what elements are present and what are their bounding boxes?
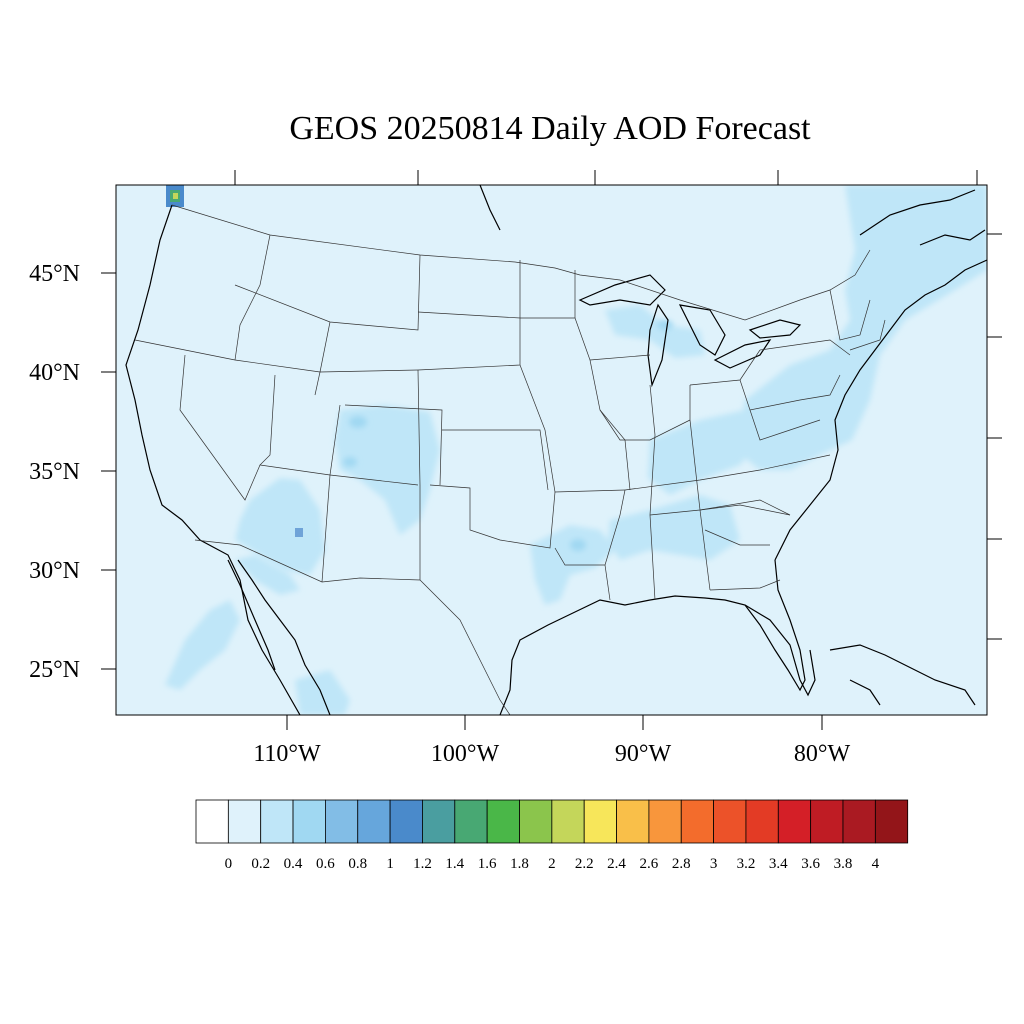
colorbar-swatch: [777, 799, 812, 844]
colorbar-tick-label: 2.6: [640, 856, 659, 872]
spot-lake-michigan: [657, 320, 673, 330]
colorbar-swatch: [616, 799, 650, 844]
colorbar-swatch: [422, 799, 456, 844]
colorbar-tick-label: 1.4: [445, 856, 464, 872]
colorbar-swatch: [583, 799, 617, 844]
colorbar-swatch: [810, 799, 844, 844]
colorbar-tick-label: 3.4: [769, 856, 788, 872]
colorbar-tick-label: 4: [872, 856, 880, 872]
map-ticks: [101, 170, 1002, 730]
plume-northeast: [735, 185, 987, 470]
lat-label: 45°N: [29, 261, 80, 287]
aod-field: [125, 185, 987, 715]
colorbar-swatch: [648, 799, 682, 844]
longitude-labels: 110°W 100°W 90°W 80°W: [253, 741, 850, 767]
colorbar-swatch: [260, 799, 294, 844]
colorbar-tick-label: 1.6: [478, 856, 497, 872]
spot-newmexico: [343, 457, 357, 467]
colorbar-swatch: [680, 799, 714, 844]
colorbar-tick-label: 1.2: [413, 856, 432, 872]
colorbar-tick-label: 1.8: [510, 856, 529, 872]
plume-ohio-valley: [648, 410, 760, 495]
spot-louisiana: [570, 539, 586, 551]
lat-label: 25°N: [29, 657, 80, 683]
colorbar: [195, 799, 909, 844]
lon-label: 90°W: [615, 741, 672, 767]
colorbar-tick-label: 2: [548, 856, 556, 872]
lat-label: 30°N: [29, 558, 80, 584]
colorbar-swatch: [324, 799, 359, 844]
spot-pacific-northwest: [166, 185, 184, 207]
plume-mexico-south: [295, 670, 350, 715]
colorbar-swatch: [842, 799, 876, 844]
colorbar-swatch: [357, 799, 391, 844]
colorbar-tick-label: 3: [710, 856, 718, 872]
colorbar-tick-label: 3.2: [737, 856, 756, 872]
spot-arizona: [295, 528, 303, 537]
colorbar-swatch: [551, 799, 585, 844]
lon-label: 100°W: [431, 741, 500, 767]
plume-southeast: [608, 495, 740, 560]
colorbar-tick-label: 0.6: [316, 856, 335, 872]
lon-label: 80°W: [794, 741, 851, 767]
plume-mexico-west: [165, 600, 240, 690]
colorbar-tick-label: 2.8: [672, 856, 691, 872]
colorbar-tick-label: 0.8: [348, 856, 367, 872]
lat-label: 35°N: [29, 459, 80, 485]
colorbar-labels: 0 0.2 0.4 0.6 0.8 1 1.2 1.4 1.6 1.8 2 2.2 2.4 2.6 2.8 3…: [225, 856, 880, 872]
map-background: [116, 185, 987, 715]
plume-great-lakes: [605, 305, 705, 358]
plume-texas: [235, 555, 300, 595]
latitude-labels: 45°N 40°N 35°N 30°N 25°N: [29, 261, 80, 683]
boundaries: [134, 204, 886, 715]
colorbar-swatch: [292, 799, 326, 844]
colorbar-swatch: [713, 799, 747, 844]
colorbar-tick-label: 1: [386, 856, 394, 872]
colorbar-swatch: [227, 799, 262, 844]
plume-arizona: [235, 478, 325, 575]
colorbar-tick-label: 2.2: [575, 856, 594, 872]
colorbar-swatch: [486, 799, 520, 844]
plume-colorado-newmexico: [335, 405, 440, 535]
colorbar-tick-label: 2.4: [607, 856, 626, 872]
colorbar-tick-label: 0: [225, 856, 233, 872]
lon-label: 110°W: [253, 741, 321, 767]
colorbar-tick-label: 0.2: [251, 856, 270, 872]
colorbar-swatch: [874, 799, 909, 844]
colorbar-swatch: [745, 799, 779, 844]
map-frame: [115, 184, 988, 716]
spot-colorado: [349, 416, 367, 428]
colorbar-swatch: [454, 799, 488, 844]
colorbar-tick-label: 3.8: [834, 856, 853, 872]
colorbar-tick-label: 3.6: [801, 856, 820, 872]
colorbar-swatch: [195, 799, 229, 844]
colorbar-swatch: [519, 799, 553, 844]
colorbar-tick-label: 0.4: [284, 856, 303, 872]
coastlines: [125, 185, 987, 715]
map-title: GEOS 20250814 Daily AOD Forecast: [289, 110, 811, 147]
colorbar-swatch: [389, 799, 423, 844]
lat-label: 40°N: [29, 360, 80, 386]
